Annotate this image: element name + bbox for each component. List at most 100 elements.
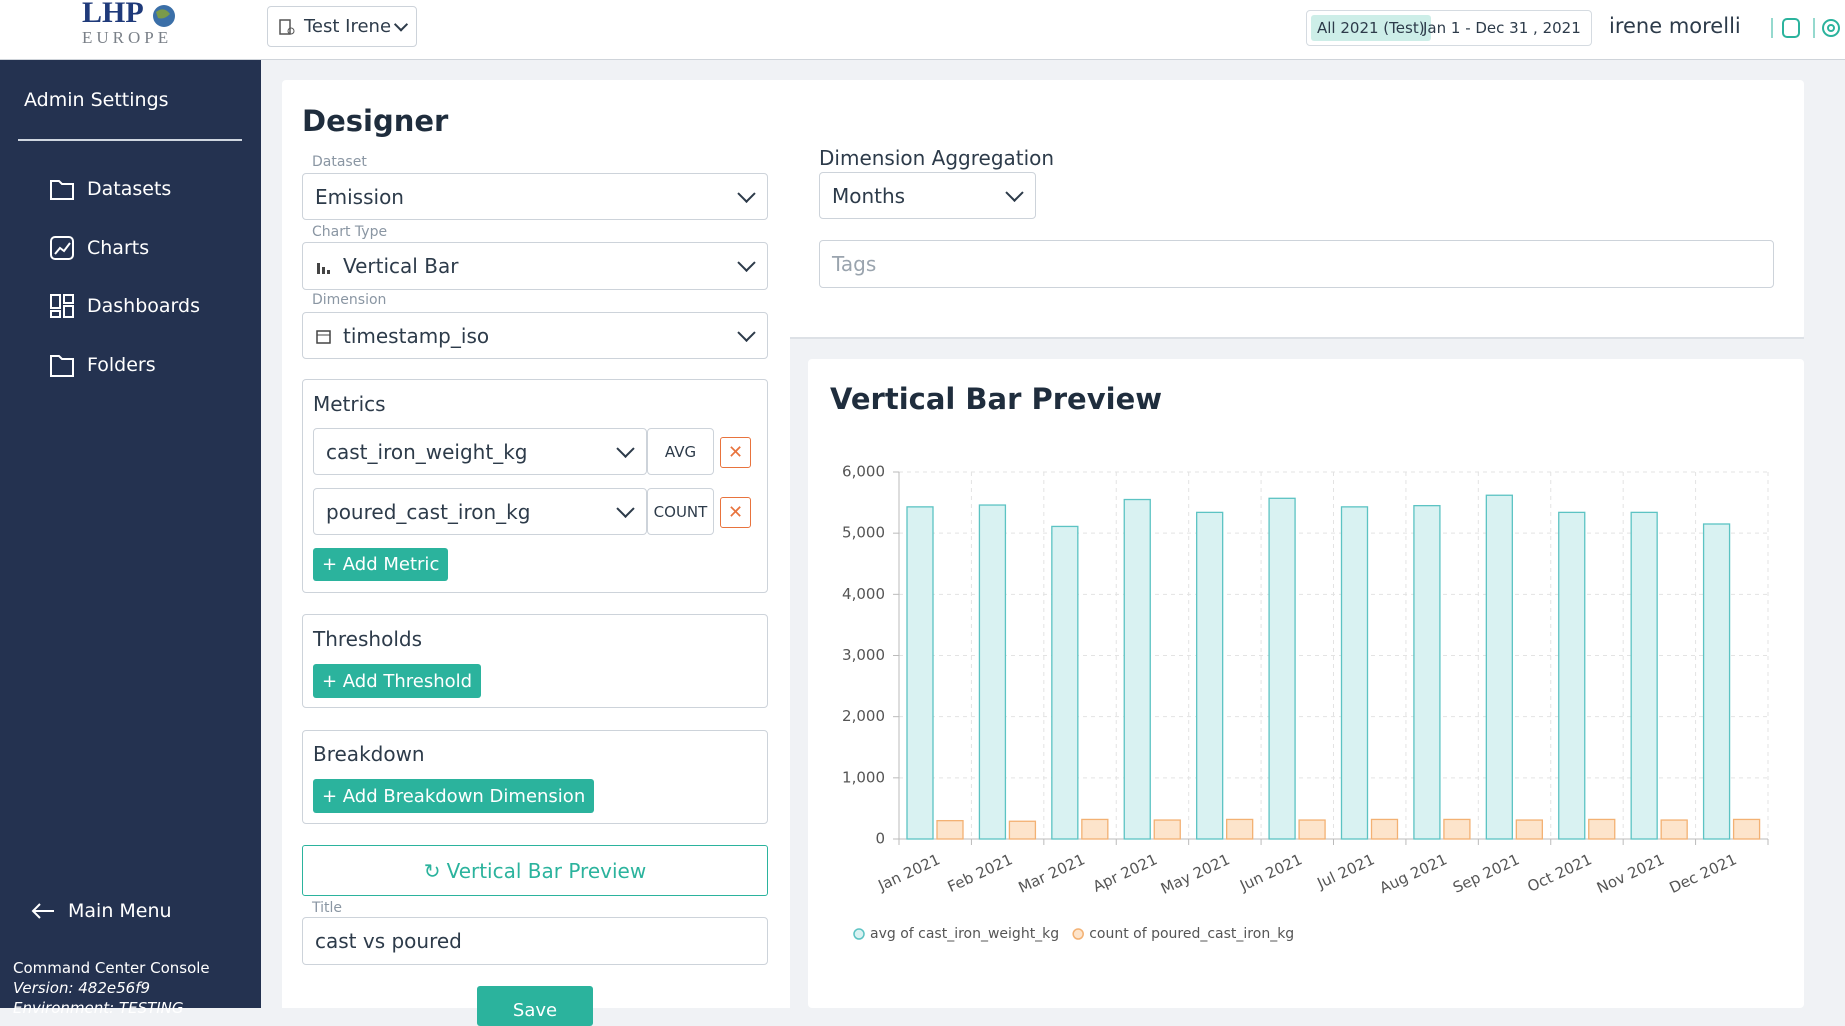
period-badge: All 2021 (Test) bbox=[1311, 15, 1431, 41]
icon bbox=[317, 263, 330, 274]
remove-metric[interactable]: ✕ bbox=[720, 437, 751, 468]
header-icons[interactable] bbox=[1770, 14, 1840, 42]
icon bbox=[50, 180, 74, 200]
value: Months bbox=[832, 183, 906, 208]
bar bbox=[1268, 497, 1296, 840]
x-tick-label: Jul 2021 bbox=[1314, 850, 1378, 893]
header: LHP EUROPE Test Irene All 2021 (Test) Ja… bbox=[0, 0, 1845, 60]
label: Vertical Bar Preview bbox=[446, 858, 647, 883]
bar bbox=[1298, 819, 1326, 840]
bar bbox=[1558, 511, 1586, 840]
nav-label: Dashboards bbox=[87, 295, 200, 317]
bar bbox=[1485, 494, 1513, 840]
section-title: Metrics bbox=[313, 392, 386, 416]
bar bbox=[1443, 818, 1471, 840]
bar bbox=[906, 506, 934, 840]
field-label: Dataset bbox=[312, 154, 367, 170]
legend-marker bbox=[1072, 928, 1084, 940]
x-tick-label: Jan 2021 bbox=[874, 850, 942, 895]
x-tick-label: Oct 2021 bbox=[1525, 850, 1595, 895]
bar bbox=[1008, 820, 1037, 840]
bar bbox=[1226, 818, 1254, 840]
nav-item[interactable]: Folders bbox=[49, 352, 156, 378]
user-menu[interactable]: irene morelli bbox=[1609, 14, 1741, 38]
field-label: Dimension Aggregation bbox=[819, 146, 1055, 170]
y-tick-label: 1,000 bbox=[842, 768, 885, 786]
title-input[interactable]: cast vs poured bbox=[302, 917, 768, 965]
bar bbox=[1123, 498, 1151, 840]
bar bbox=[1660, 819, 1688, 840]
x-tick-label: Nov 2021 bbox=[1594, 850, 1667, 897]
x-tick-label: Dec 2021 bbox=[1667, 850, 1740, 897]
thresholds-box bbox=[302, 614, 768, 708]
sidebar-title: Admin Settings bbox=[24, 89, 169, 111]
nav-item[interactable]: Dashboards bbox=[49, 293, 200, 319]
aggregation-select[interactable]: Months bbox=[819, 172, 1036, 219]
x-tick-label: Jun 2021 bbox=[1236, 850, 1305, 895]
bar bbox=[978, 504, 1007, 840]
aggregation[interactable]: COUNT bbox=[647, 488, 714, 535]
refresh-icon: ↻ bbox=[423, 858, 441, 883]
x-tick-label: Feb 2021 bbox=[945, 850, 1016, 896]
footer-line: Command Center Console bbox=[13, 959, 210, 977]
bar bbox=[1370, 818, 1399, 840]
sidebar: Admin Settings Datasets Charts Dashboard… bbox=[0, 60, 261, 1017]
value: poured_cast_iron_kg bbox=[326, 499, 531, 524]
logo-globe bbox=[153, 5, 175, 27]
tags-input[interactable]: Tags bbox=[819, 240, 1774, 288]
metric-select[interactable]: cast_iron_weight_kg bbox=[313, 428, 647, 475]
dataset-select[interactable]: Emission bbox=[302, 173, 768, 220]
add-threshold[interactable]: + Add Threshold bbox=[313, 664, 482, 698]
aggregation[interactable]: AVG bbox=[647, 428, 714, 475]
bar bbox=[1702, 523, 1731, 840]
legend-label: count of poured_cast_iron_kg bbox=[1089, 926, 1294, 942]
remove-metric[interactable]: ✕ bbox=[720, 497, 751, 528]
workspace: Test Irene bbox=[304, 16, 392, 37]
metric-select[interactable]: poured_cast_iron_kg bbox=[313, 488, 647, 535]
field-label: Title bbox=[312, 900, 343, 916]
y-tick-label: 0 bbox=[875, 830, 885, 848]
value: Vertical Bar bbox=[343, 254, 459, 278]
save-button[interactable]: Save bbox=[477, 986, 593, 1026]
legend-marker bbox=[853, 928, 865, 940]
chart-type-select[interactable]: Vertical Bar bbox=[302, 242, 768, 290]
bar bbox=[1413, 504, 1441, 840]
period-select[interactable]: All 2021 (Test) Jan 1 - Dec 31 , 2021 bbox=[1306, 10, 1592, 46]
workspace-select[interactable]: Test Irene bbox=[267, 6, 417, 47]
legend-label: avg of cast_iron_weight_kg bbox=[870, 926, 1059, 942]
bar bbox=[936, 819, 964, 840]
logo: LHP bbox=[82, 0, 144, 29]
y-tick-label: 6,000 bbox=[842, 463, 885, 481]
y-tick-label: 4,000 bbox=[842, 585, 885, 603]
designer-title: Designer bbox=[302, 104, 449, 138]
logo-sub: EUROPE bbox=[82, 28, 173, 47]
add-metric[interactable]: + Add Metric bbox=[313, 548, 449, 581]
dimension-select[interactable]: timestamp_iso bbox=[302, 312, 768, 359]
divider bbox=[790, 337, 1804, 339]
x-tick-label: May 2021 bbox=[1158, 850, 1233, 898]
footer: Command Center Console Version: 482e56f9 E… bbox=[13, 958, 210, 1018]
value: cast_iron_weight_kg bbox=[326, 439, 528, 464]
chart: Vertical Bar Preview 0 1,000 2,000 3,000 4,0… bbox=[830, 382, 1769, 942]
bar bbox=[1196, 511, 1224, 840]
section-title: Thresholds bbox=[313, 627, 422, 651]
icon bbox=[50, 355, 74, 377]
preview-button[interactable]: ↻ Vertical Bar Preview bbox=[302, 845, 768, 896]
nav-label: Charts bbox=[87, 237, 150, 259]
add-breakdown[interactable]: + Add Breakdown Dimension bbox=[313, 779, 595, 813]
icon bbox=[50, 236, 74, 260]
nav-item[interactable]: Charts bbox=[49, 235, 149, 261]
icon bbox=[50, 294, 74, 318]
x-tick-label: Mar 2021 bbox=[1016, 850, 1088, 896]
bar bbox=[1153, 819, 1181, 840]
nav-item[interactable]: Datasets bbox=[49, 176, 171, 202]
footer-line: Environment: TESTING bbox=[13, 999, 184, 1017]
x-tick-label: Aug 2021 bbox=[1377, 850, 1450, 897]
bar bbox=[1515, 819, 1543, 840]
bar bbox=[1732, 818, 1761, 840]
bar bbox=[1630, 511, 1658, 840]
x-tick-label: Apr 2021 bbox=[1090, 850, 1160, 895]
main-menu[interactable]: Main Menu bbox=[30, 900, 172, 922]
divider bbox=[18, 139, 242, 141]
